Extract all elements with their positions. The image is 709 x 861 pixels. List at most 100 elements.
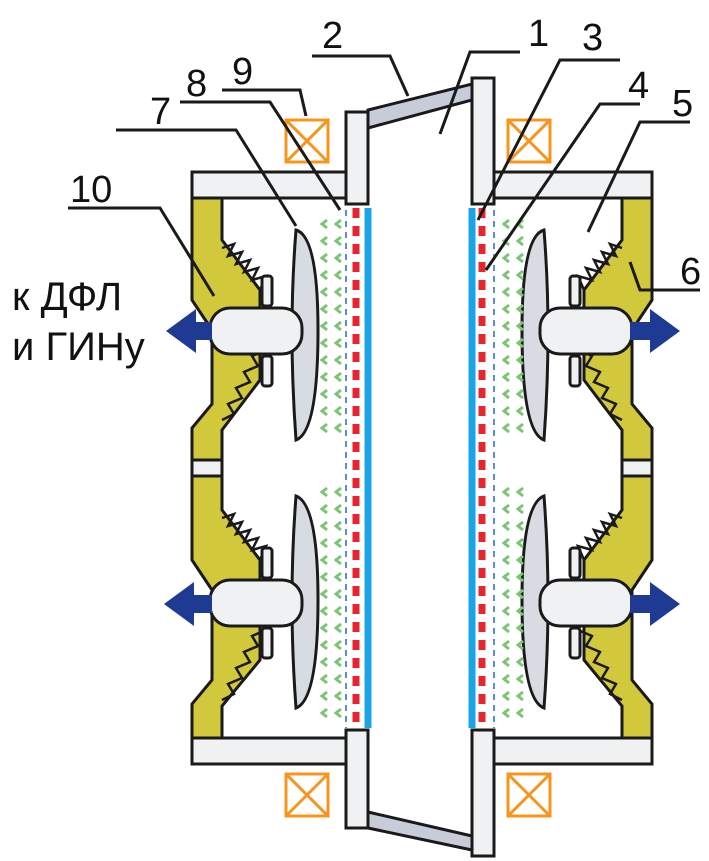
flow-chevron [333,354,342,366]
flow-chevron [333,320,342,332]
flow-chevron [501,371,510,383]
flow-chevron [515,371,524,383]
flow-chevron [501,690,510,702]
flow-chevron [319,337,328,349]
flow-arrows [319,218,524,719]
flow-chevron [501,503,510,515]
flow-chevron [319,235,328,247]
flow-chevron [319,622,328,634]
flow-chevron [515,588,524,600]
flow-chevron [319,554,328,566]
flow-chevron [501,554,510,566]
flow-chevron [515,422,524,434]
flow-chevron [319,537,328,549]
flow-chevron [333,388,342,400]
flow-chevron [501,354,510,366]
flow-chevron [333,690,342,702]
flow-chevron [319,486,328,498]
flow-chevron [501,303,510,315]
label-2: 2 [322,15,343,57]
flow-chevron [515,235,524,247]
flow-chevron [319,520,328,532]
flow-chevron [333,252,342,264]
flow-chevron [333,537,342,549]
flow-chevron [333,286,342,298]
flow-chevron [319,405,328,417]
label-10: 10 [70,169,112,211]
flow-chevron [319,571,328,583]
flow-chevron [333,605,342,617]
flow-chevron [319,303,328,315]
flow-chevron [501,286,510,298]
flow-chevron [515,639,524,651]
housing-right [582,196,654,740]
flanges [190,170,654,766]
flow-chevron [501,622,510,634]
label-5: 5 [672,83,693,125]
flow-chevron [319,269,328,281]
flow-chevron [515,486,524,498]
flow-chevron [515,405,524,417]
number-labels: 2 1 3 4 5 6 7 8 9 10 [70,13,701,293]
flow-chevron [515,520,524,532]
flow-chevron [515,690,524,702]
flow-chevron [515,269,524,281]
flow-chevron [501,656,510,668]
flow-chevron [319,320,328,332]
flow-chevron [515,503,524,515]
flow-chevron [333,673,342,685]
label-4: 4 [628,65,649,107]
label-9: 9 [232,51,253,93]
flow-chevron [319,252,328,264]
flow-chevron [333,303,342,315]
flow-chevron [333,639,342,651]
flow-chevron [333,622,342,634]
flow-chevron [333,371,342,383]
flow-chevron [333,422,342,434]
flow-chevron [501,320,510,332]
flow-chevron [515,537,524,549]
flow-chevron [333,337,342,349]
flow-chevron [319,588,328,600]
flow-chevron [333,707,342,719]
flow-chevron [333,503,342,515]
flow-chevron [333,218,342,230]
arrow-icon [164,309,680,626]
plates [290,228,550,711]
flow-chevron [501,337,510,349]
flow-chevron [515,571,524,583]
side-text-line-2: и ГИНу [12,325,145,369]
flow-chevron [515,605,524,617]
electrode-posts [344,76,496,858]
flow-chevron [515,286,524,298]
flow-chevron [515,673,524,685]
label-8: 8 [186,63,207,105]
flow-chevron [501,422,510,434]
flow-chevron [515,622,524,634]
flow-chevron [333,554,342,566]
flow-chevron [501,405,510,417]
flow-chevron [319,503,328,515]
flow-chevron [501,388,510,400]
flow-chevron [319,690,328,702]
flow-chevron [515,354,524,366]
flow-chevron [515,252,524,264]
flow-chevron [515,388,524,400]
outlet-pipes [208,274,634,660]
flow-chevron [319,656,328,668]
flow-chevron [501,252,510,264]
label-6: 6 [680,251,701,293]
flow-chevron [515,303,524,315]
layers [345,208,495,728]
leader-lines [68,50,700,297]
flow-chevron [501,218,510,230]
flow-chevron [319,371,328,383]
flow-chevron [501,571,510,583]
flow-chevron [515,337,524,349]
flow-chevron [319,354,328,366]
flow-chevron [319,388,328,400]
flow-chevron [501,605,510,617]
side-caption: к ДФЛ и ГИНу [12,275,145,369]
flow-chevron [333,405,342,417]
